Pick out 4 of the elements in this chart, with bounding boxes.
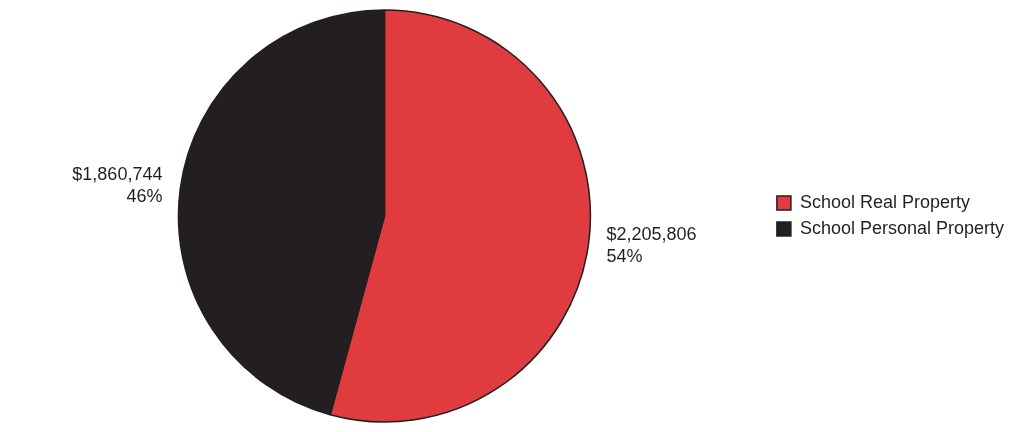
data-label: $1,860,744 46%	[72, 164, 163, 207]
data-label: $2,205,806 54%	[606, 223, 697, 266]
legend-label: School Personal Property	[799, 217, 1004, 238]
legend-label: School Real Property	[799, 191, 970, 212]
